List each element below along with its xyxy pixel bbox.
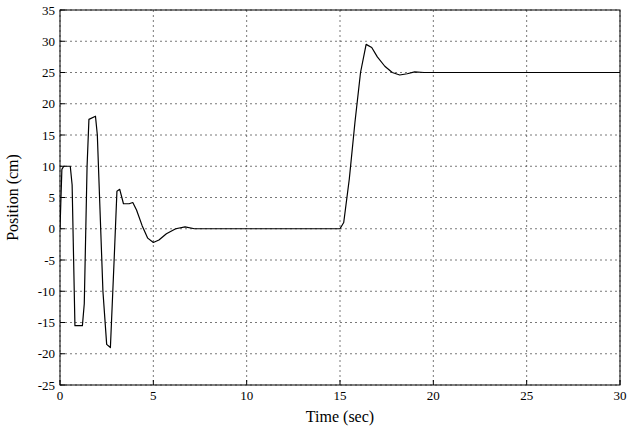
y-grid-line [60,166,620,167]
y-tick [60,353,65,354]
y-tick [60,228,65,229]
x-tick-label: 5 [150,388,157,403]
plot-area [60,44,620,347]
y-tick-label: 20 [42,96,55,111]
x-grid-line [433,10,434,385]
x-axis-title: Time (sec) [306,408,374,426]
chart-root: 0 5 10 15 20 25 30 -25 -20 -15 -10 -5 0 5 10 15 20 25 30 35… [0,0,638,429]
y-axis-title: Position (cm) [4,154,22,241]
y-grid-line [60,322,620,323]
x-tick [153,380,154,385]
y-grid-line [60,291,620,292]
y-tick-label: -10 [38,284,55,299]
y-tick-label: 15 [42,128,55,143]
x-tick-label: 30 [614,388,627,403]
y-tick-label: -5 [44,253,55,268]
plot-frame [60,10,620,385]
y-tick-label: 25 [42,65,55,80]
y-tick-label: -25 [38,378,55,393]
chart: 0 5 10 15 20 25 30 -25 -20 -15 -10 -5 0 5 10 15 20 25 30 35… [0,0,638,429]
y-grid-line [60,103,620,104]
x-grid-line [153,10,154,385]
y-grid-line [60,353,620,354]
y-tick-label: -15 [38,315,55,330]
x-tick-label: 15 [334,388,347,403]
y-grid-line [60,135,620,136]
y-tick [60,260,65,261]
y-tick-label: 0 [49,221,56,236]
y-tick-label: 35 [42,3,55,18]
y-tick-label: 5 [49,190,56,205]
y-grid-line [60,41,620,42]
y-grid-line [60,197,620,198]
y-tick [60,322,65,323]
y-tick-label: 10 [42,159,55,174]
y-tick [60,41,65,42]
x-tick-label: 20 [427,388,440,403]
x-tick [433,380,434,385]
y-tick [60,135,65,136]
y-tick [60,103,65,104]
x-tick-label: 0 [57,388,64,403]
y-tick [60,72,65,73]
x-tick [340,380,341,385]
x-tick-label: 25 [520,388,533,403]
data-line [60,44,620,347]
x-tick-label: 10 [240,388,253,403]
y-tick-label: -20 [38,346,55,361]
x-tick [526,380,527,385]
x-tick [246,380,247,385]
y-grid-line [60,260,620,261]
y-tick [60,291,65,292]
y-tick-label: 30 [42,34,55,49]
